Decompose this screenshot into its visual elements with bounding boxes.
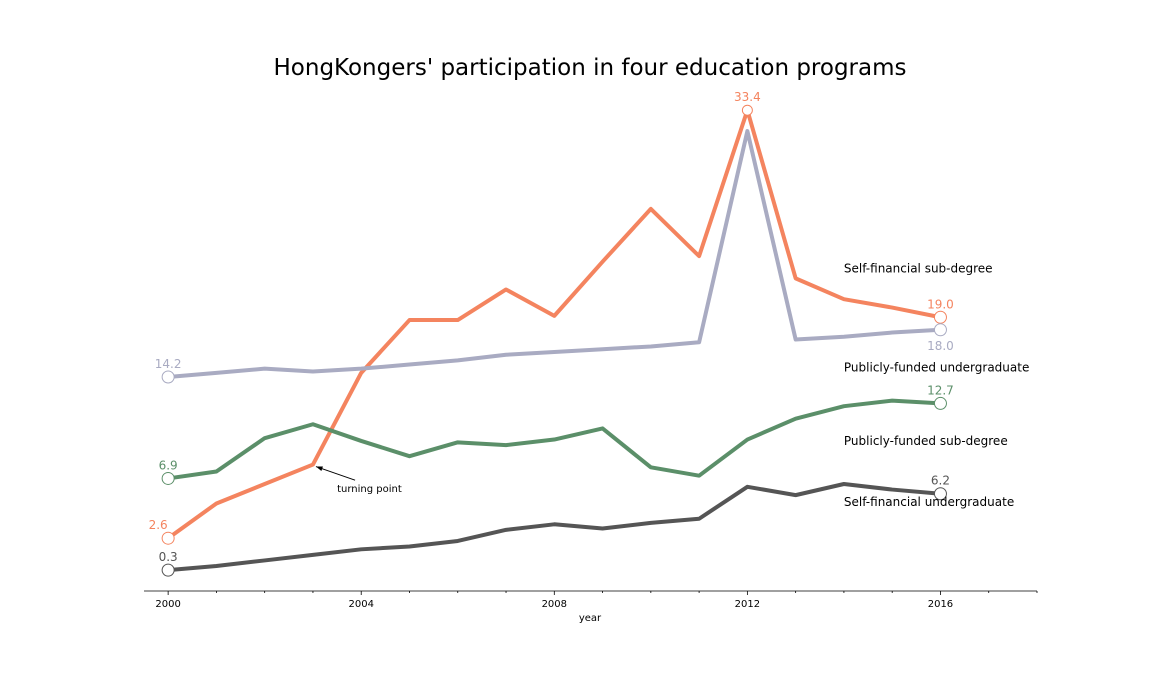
series-name-label: Publicly-funded undergraduate <box>844 360 1029 374</box>
data-point-marker <box>933 487 947 501</box>
x-tick-label: 2004 <box>348 599 373 610</box>
chart-title: HongKongers' participation in four educa… <box>274 55 907 81</box>
data-value-label: 6.9 <box>159 458 178 472</box>
x-tick-label: 2012 <box>735 599 760 610</box>
data-value-label: 2.6 <box>149 518 168 532</box>
data-point-marker <box>161 471 175 485</box>
data-point-marker <box>933 323 947 337</box>
label-layer: Self-financial sub-degree 2.6 33.4 19.0 Publ… <box>149 90 1030 564</box>
series-line-2 <box>166 398 943 481</box>
series-line-0 <box>166 108 943 541</box>
series-name-label: Self-financial undergraduate <box>844 495 1014 509</box>
series-line-3 <box>166 482 943 573</box>
data-point-marker <box>741 104 753 116</box>
annotation-label: turning point <box>337 484 402 495</box>
data-point-marker <box>161 370 175 384</box>
x-tick-label: 2000 <box>155 599 180 610</box>
data-point-marker <box>933 396 947 410</box>
annotation-arrowhead <box>315 466 323 471</box>
series-layer <box>166 108 943 573</box>
data-value-label: 6.2 <box>931 474 950 488</box>
x-tick-label: 2008 <box>542 599 567 610</box>
data-value-label: 19.0 <box>927 297 954 311</box>
series-name-label: Self-financial sub-degree <box>844 262 993 276</box>
series-name-label: Publicly-funded sub-degree <box>844 434 1008 448</box>
annotation-arrow <box>315 466 356 481</box>
series-line-1 <box>166 129 943 380</box>
data-value-label: 33.4 <box>734 90 761 104</box>
data-value-label: 0.3 <box>159 550 178 564</box>
marker-layer <box>161 104 947 577</box>
x-axis: 2000 2004 2008 2012 2016 <box>144 590 1038 610</box>
data-point-marker <box>933 310 947 324</box>
data-value-label: 14.2 <box>155 357 182 371</box>
data-value-label: 12.7 <box>927 383 954 397</box>
x-axis-label: year <box>579 613 602 624</box>
data-point-marker <box>161 563 175 577</box>
data-value-label: 18.0 <box>927 339 954 353</box>
x-tick-label: 2016 <box>928 599 953 610</box>
data-point-marker <box>161 531 175 545</box>
